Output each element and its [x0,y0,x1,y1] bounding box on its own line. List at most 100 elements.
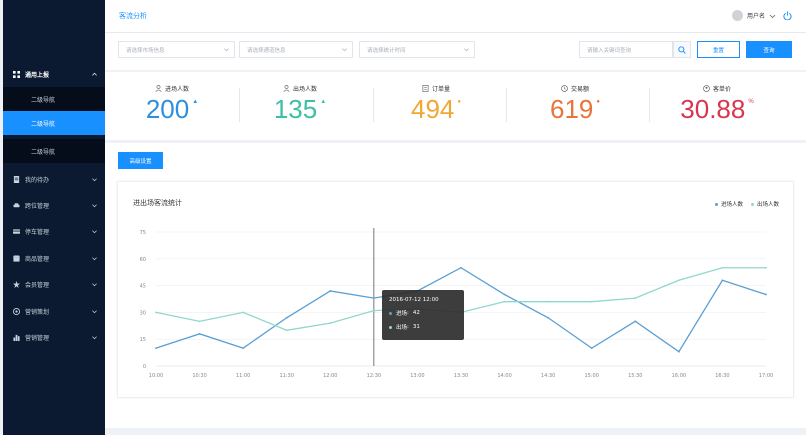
sidebar: 通用上报 二级导航 二级导航 二级导航 我的待办 跨位管理 停车管理 商品管理 [3,0,105,435]
power-icon[interactable] [783,11,792,20]
data-point[interactable] [460,266,462,269]
chevron-down-icon [92,309,97,313]
member-icon [13,280,20,288]
chart-legend: 进场人数 出场人数 [707,200,779,208]
data-point[interactable] [677,279,680,282]
divider [373,88,374,122]
shop-icon [13,254,20,262]
x-tick-label: 12:30 [367,373,381,379]
x-tick-label: 17:00 [759,373,773,379]
data-point[interactable] [634,297,637,300]
header: 客流分析 用户名 [105,0,806,33]
sidebar-group-marketing-manage[interactable]: 营销管理 [3,324,105,350]
chevron-down-icon [92,177,97,181]
chevron-down-icon [224,48,229,52]
data-point[interactable] [721,279,724,282]
x-tick-label: 13:00 [410,373,424,379]
stat-trend: ● [457,99,461,105]
stat-trend: ▲ [320,99,327,105]
data-point[interactable] [285,316,288,319]
advanced-settings-button[interactable]: 高级设置 [118,152,163,169]
x-tick-label: 10:00 [149,373,163,379]
stat-trend: ● [596,99,600,105]
data-point[interactable] [547,316,550,319]
time-select[interactable]: 请选择统计时间 [359,41,475,58]
user-menu[interactable]: 用户名 [731,10,792,21]
person-icon [703,85,710,92]
data-point[interactable] [242,311,245,314]
stat-entry: 进场人数 200 ▲ [145,85,199,124]
chevron-up-icon [92,72,97,76]
y-tick-label: 0 [143,364,146,370]
data-point[interactable] [155,311,157,314]
sidebar-group-goods[interactable]: 商品管理 [3,245,105,271]
sidebar-group-member[interactable]: 会员管理 [3,271,105,297]
data-point[interactable] [503,293,506,296]
x-tick-label: 12:00 [323,373,337,379]
sidebar-group-parking[interactable]: 停车管理 [3,218,105,244]
chart-tooltip: 2016-07-12 12:00 进场:42 出场:31 [382,290,464,340]
data-point[interactable] [242,347,245,350]
legend-item-exit[interactable]: 出场人数 [750,200,779,208]
sidebar-group-todo[interactable]: 我的待办 [3,166,105,192]
market-select[interactable]: 请选择市场信息 [118,41,235,58]
tooltip-title: 2016-07-12 12:00 [389,297,439,303]
data-point[interactable] [590,300,593,303]
sidebar-subitem-1[interactable]: 二级导航 [3,87,105,111]
divider [239,88,240,122]
data-point[interactable] [285,329,288,332]
avatar[interactable] [731,10,743,21]
y-tick-label: 45 [140,284,146,290]
user-icon [155,85,162,92]
stats-row: 进场人数 200 ▲ 出场人数 135 ▲ 订单量 494 ● 交易额 619 ● 客单… [105,72,806,140]
divider [506,88,507,122]
data-point[interactable] [198,320,201,323]
user-name[interactable]: 用户名 [746,13,765,20]
car-icon [13,202,20,207]
sidebar-subitem-2[interactable]: 二级导航 [3,111,105,135]
data-point[interactable] [721,266,724,269]
content-panel: 高级设置 0 15 30 45 60 75 10:00 10:30 11:00 11:30 12:0… [105,143,806,435]
sidebar-group-marketing-plan[interactable]: 营销策划 [3,298,105,324]
data-point[interactable] [198,332,201,335]
x-tick-label: 16:30 [715,373,729,379]
stat-avg-price: 客单价 30.88% [680,85,754,124]
x-tick-label: 15:00 [585,373,599,379]
stat-exit: 出场人数 135 ▲ [273,85,327,124]
chevron-down-icon [464,48,469,52]
data-point[interactable] [634,320,637,323]
stat-trend: ▲ [192,99,199,105]
query-button[interactable]: 查询 [746,41,792,58]
data-point[interactable] [372,309,375,312]
stat-amount: 交易额 619 ● [549,85,600,124]
search-input[interactable]: 请输入关键词查询 [579,41,673,58]
data-point[interactable] [372,297,375,300]
data-point[interactable] [155,347,157,350]
channel-select[interactable]: 请选择通道信息 [239,41,353,58]
page-title: 客流分析 [119,12,147,20]
sidebar-subitem-3[interactable]: 二级导航 [3,139,105,163]
stat-value: 494 [410,94,455,124]
data-point[interactable] [590,347,593,350]
order-icon [422,85,429,92]
x-tick-label: 15:30 [628,373,642,379]
sidebar-group-label: 通用上报 [25,71,50,79]
filter-bar: 请选择市场信息 请选择通道信息 请选择统计时间 请输入关键词查询 重置 查询 [105,33,806,70]
sidebar-group-general[interactable]: 通用上报 [3,61,105,87]
data-point[interactable] [677,350,680,353]
data-point[interactable] [765,266,767,269]
search-button[interactable] [673,41,691,58]
chevron-down-icon[interactable] [769,13,776,19]
data-point[interactable] [329,322,332,325]
sidebar-group-space[interactable]: 跨位管理 [3,192,105,218]
data-point[interactable] [765,293,767,296]
y-tick-label: 30 [140,310,146,316]
legend-item-entry[interactable]: 进场人数 [714,200,743,208]
data-point[interactable] [547,300,550,303]
grid-icon [13,70,20,78]
y-tick-label: 75 [140,230,146,236]
reset-button[interactable]: 重置 [697,41,740,58]
data-point[interactable] [503,300,506,303]
data-point[interactable] [329,290,332,292]
x-tick-label: 11:00 [236,373,250,379]
